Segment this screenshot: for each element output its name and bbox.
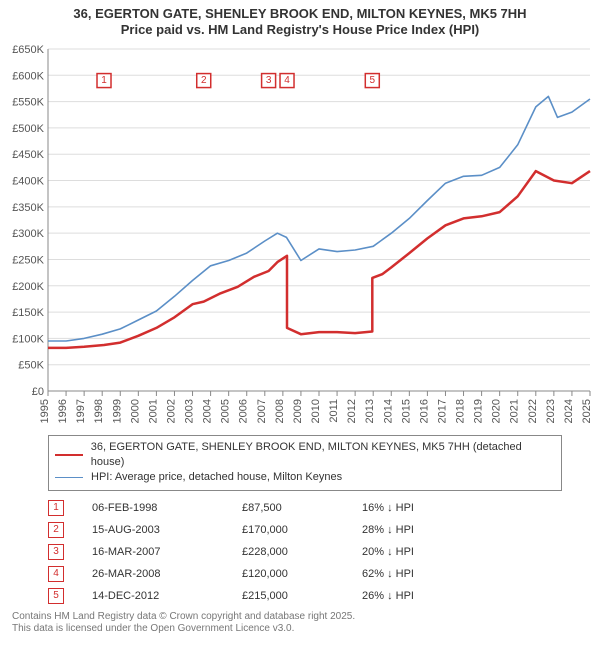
transaction-date: 06-FEB-1998 <box>92 502 242 514</box>
legend-swatch <box>55 454 83 456</box>
svg-text:1: 1 <box>101 75 107 86</box>
svg-text:2023: 2023 <box>545 399 557 423</box>
svg-text:2015: 2015 <box>400 399 412 423</box>
footer: Contains HM Land Registry data © Crown c… <box>12 611 590 636</box>
transaction-price: £170,000 <box>242 524 362 536</box>
svg-text:2006: 2006 <box>238 399 250 423</box>
svg-text:2002: 2002 <box>165 399 177 423</box>
transaction-date: 16-MAR-2007 <box>92 546 242 558</box>
svg-text:£100K: £100K <box>12 333 44 345</box>
svg-text:2011: 2011 <box>328 399 340 423</box>
chart-area: £0 £50K £100K £150K £200K £250K £300K £350K £400… <box>0 41 600 431</box>
title-block: 36, EGERTON GATE, SHENLEY BROOK END, MIL… <box>0 0 600 41</box>
transaction-date: 14-DEC-2012 <box>92 590 242 602</box>
transaction-row: 1 06-FEB-1998£87,50016% ↓ HPI <box>48 497 562 519</box>
legend-item: HPI: Average price, detached house, Milt… <box>55 470 555 485</box>
svg-text:£250K: £250K <box>12 254 44 266</box>
svg-text:£600K: £600K <box>12 70 44 82</box>
footer-line-2: This data is licensed under the Open Gov… <box>12 623 590 636</box>
transaction-delta: 20% ↓ HPI <box>362 546 482 558</box>
svg-text:2001: 2001 <box>147 399 159 423</box>
legend-swatch <box>55 477 83 478</box>
transaction-row: 4 26-MAR-2008£120,00062% ↓ HPI <box>48 563 562 585</box>
svg-text:2019: 2019 <box>473 399 485 423</box>
transaction-index-box: 3 <box>48 544 64 560</box>
transaction-delta: 62% ↓ HPI <box>362 568 482 580</box>
svg-text:2022: 2022 <box>527 399 539 423</box>
svg-text:3: 3 <box>266 75 272 86</box>
legend-label: 36, EGERTON GATE, SHENLEY BROOK END, MIL… <box>91 440 555 471</box>
transaction-index-box: 5 <box>48 588 64 604</box>
svg-text:2014: 2014 <box>382 399 394 423</box>
legend-label: HPI: Average price, detached house, Milt… <box>91 470 342 485</box>
svg-text:£450K: £450K <box>12 149 44 161</box>
transaction-row: 5 14-DEC-2012£215,00026% ↓ HPI <box>48 585 562 607</box>
svg-text:1997: 1997 <box>75 399 87 423</box>
svg-text:2000: 2000 <box>129 399 141 423</box>
chart-svg: £0 £50K £100K £150K £200K £250K £300K £350K £400… <box>0 41 600 431</box>
svg-text:2009: 2009 <box>292 399 304 423</box>
svg-text:£0: £0 <box>32 386 44 398</box>
transaction-price: £87,500 <box>242 502 362 514</box>
svg-text:1999: 1999 <box>111 399 123 423</box>
svg-text:2007: 2007 <box>256 399 268 423</box>
svg-text:1998: 1998 <box>93 399 105 423</box>
svg-text:1996: 1996 <box>57 399 69 423</box>
svg-text:£550K: £550K <box>12 96 44 108</box>
svg-text:2025: 2025 <box>581 399 593 423</box>
svg-text:£300K: £300K <box>12 228 44 240</box>
svg-text:5: 5 <box>370 75 376 86</box>
svg-text:2018: 2018 <box>455 399 467 423</box>
svg-text:£500K: £500K <box>12 122 44 134</box>
transactions-table: 1 06-FEB-1998£87,50016% ↓ HPI 2 15-AUG-2003… <box>48 497 562 607</box>
legend: 36, EGERTON GATE, SHENLEY BROOK END, MIL… <box>48 435 562 491</box>
svg-text:£50K: £50K <box>18 359 44 371</box>
transaction-row: 2 15-AUG-2003£170,00028% ↓ HPI <box>48 519 562 541</box>
svg-text:2010: 2010 <box>310 399 322 423</box>
svg-text:1995: 1995 <box>39 399 51 423</box>
svg-text:2: 2 <box>201 75 207 86</box>
transaction-delta: 28% ↓ HPI <box>362 524 482 536</box>
title-line-1: 36, EGERTON GATE, SHENLEY BROOK END, MIL… <box>10 6 590 22</box>
legend-item: 36, EGERTON GATE, SHENLEY BROOK END, MIL… <box>55 440 555 471</box>
transaction-date: 26-MAR-2008 <box>92 568 242 580</box>
svg-text:2016: 2016 <box>418 399 430 423</box>
svg-text:2020: 2020 <box>491 398 503 422</box>
transaction-index-box: 1 <box>48 500 64 516</box>
transaction-index-box: 2 <box>48 522 64 538</box>
svg-text:£150K: £150K <box>12 307 44 319</box>
svg-text:2021: 2021 <box>509 399 521 423</box>
svg-text:2003: 2003 <box>184 399 196 423</box>
transaction-price: £120,000 <box>242 568 362 580</box>
transaction-price: £228,000 <box>242 546 362 558</box>
svg-text:£350K: £350K <box>12 201 44 213</box>
transaction-price: £215,000 <box>242 590 362 602</box>
svg-text:£200K: £200K <box>12 280 44 292</box>
svg-text:£400K: £400K <box>12 175 44 187</box>
transaction-delta: 16% ↓ HPI <box>362 502 482 514</box>
svg-text:2005: 2005 <box>220 399 232 423</box>
transaction-index-box: 4 <box>48 566 64 582</box>
svg-text:2004: 2004 <box>202 399 214 423</box>
svg-text:2013: 2013 <box>364 399 376 423</box>
transaction-delta: 26% ↓ HPI <box>362 590 482 602</box>
svg-text:4: 4 <box>284 75 290 86</box>
svg-text:2017: 2017 <box>436 399 448 423</box>
svg-text:£650K: £650K <box>12 44 44 56</box>
svg-text:2008: 2008 <box>274 399 286 423</box>
chart-container: 36, EGERTON GATE, SHENLEY BROOK END, MIL… <box>0 0 600 636</box>
transaction-date: 15-AUG-2003 <box>92 524 242 536</box>
transaction-row: 3 16-MAR-2007£228,00020% ↓ HPI <box>48 541 562 563</box>
svg-text:2024: 2024 <box>563 399 575 423</box>
title-line-2: Price paid vs. HM Land Registry's House … <box>10 22 590 38</box>
footer-line-1: Contains HM Land Registry data © Crown c… <box>12 611 590 624</box>
svg-text:2012: 2012 <box>346 399 358 423</box>
